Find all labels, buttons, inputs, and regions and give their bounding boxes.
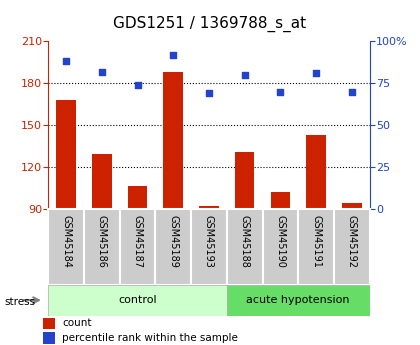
- Bar: [191, 209, 227, 285]
- Bar: [199, 206, 219, 209]
- Text: GSM45189: GSM45189: [168, 215, 178, 268]
- Bar: [227, 285, 370, 316]
- Bar: [235, 151, 255, 209]
- Text: GSM45192: GSM45192: [347, 215, 357, 268]
- Text: stress: stress: [4, 297, 35, 307]
- Text: GSM45193: GSM45193: [204, 215, 214, 268]
- Text: GSM45184: GSM45184: [61, 215, 71, 268]
- Point: [63, 59, 70, 64]
- Text: percentile rank within the sample: percentile rank within the sample: [62, 333, 238, 343]
- Bar: [306, 135, 326, 209]
- Point: [312, 70, 319, 76]
- Bar: [227, 209, 262, 285]
- Text: GSM45186: GSM45186: [97, 215, 107, 268]
- Text: GDS1251 / 1369788_s_at: GDS1251 / 1369788_s_at: [113, 16, 307, 32]
- Bar: [43, 318, 55, 329]
- Point: [134, 82, 141, 88]
- Bar: [270, 192, 290, 209]
- Text: GSM45187: GSM45187: [133, 215, 142, 268]
- Text: GSM45191: GSM45191: [311, 215, 321, 268]
- Text: acute hypotension: acute hypotension: [247, 295, 350, 305]
- Bar: [262, 209, 298, 285]
- Point: [98, 69, 105, 74]
- Text: GSM45190: GSM45190: [276, 215, 285, 268]
- Point: [170, 52, 177, 58]
- Bar: [298, 209, 334, 285]
- Text: GSM45188: GSM45188: [240, 215, 249, 268]
- Bar: [92, 154, 112, 209]
- Point: [349, 89, 355, 94]
- Bar: [84, 209, 120, 285]
- Bar: [56, 100, 76, 209]
- Bar: [43, 332, 55, 344]
- Bar: [128, 186, 147, 209]
- Bar: [48, 285, 227, 316]
- Text: control: control: [118, 295, 157, 305]
- Bar: [342, 203, 362, 209]
- Bar: [120, 209, 155, 285]
- Text: count: count: [62, 318, 92, 328]
- Bar: [334, 209, 370, 285]
- Bar: [163, 72, 183, 209]
- Point: [206, 90, 212, 96]
- Point: [277, 89, 284, 94]
- Bar: [155, 209, 191, 285]
- Bar: [48, 209, 84, 285]
- Point: [241, 72, 248, 78]
